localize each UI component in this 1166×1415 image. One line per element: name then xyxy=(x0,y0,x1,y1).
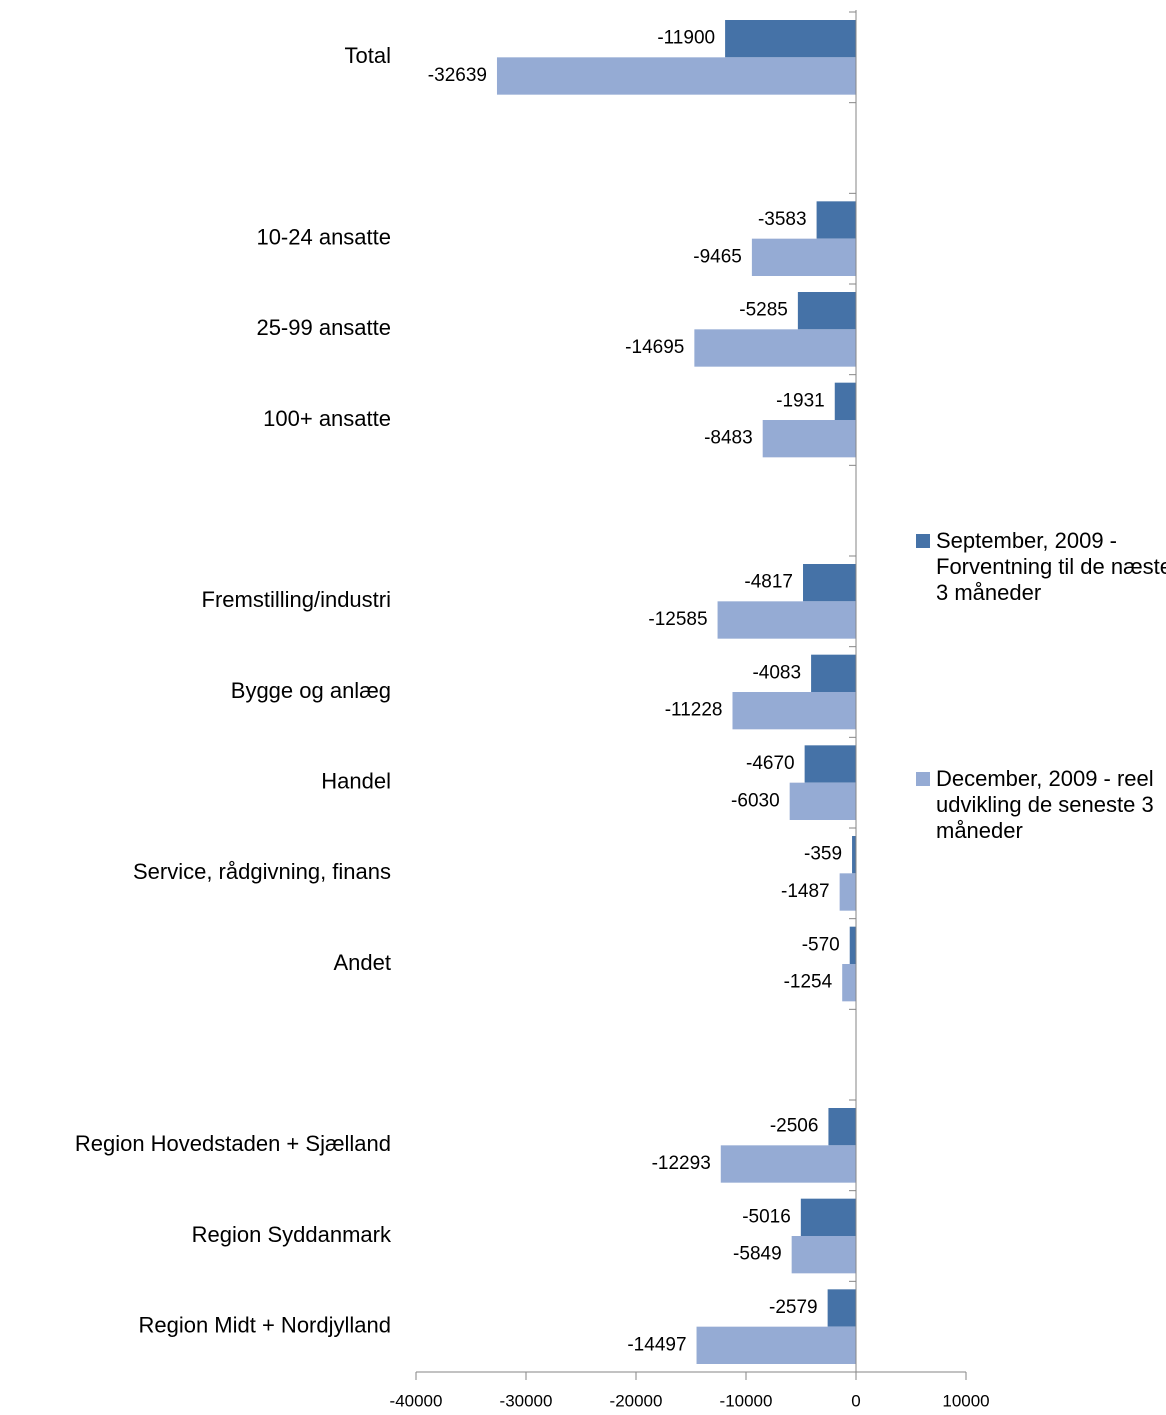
data-label: -359 xyxy=(804,844,842,865)
data-label: -12293 xyxy=(652,1153,711,1174)
y-tick-label: 10-24 ansatte xyxy=(256,224,391,249)
y-tick-label: Andet xyxy=(334,950,392,975)
data-label: -4083 xyxy=(752,662,801,683)
y-tick-label: Total xyxy=(345,43,391,68)
legend-label: September, 2009 - Forventning til de næs… xyxy=(936,528,1166,605)
data-label: -5849 xyxy=(733,1244,782,1265)
legend-swatch xyxy=(916,772,930,786)
y-tick-label: 100+ ansatte xyxy=(263,406,391,431)
bar xyxy=(762,420,856,458)
x-tick-label: 0 xyxy=(851,1391,860,1410)
data-label: -1931 xyxy=(776,390,825,411)
bar xyxy=(842,964,856,1002)
y-tick-label: Region Midt + Nordjylland xyxy=(138,1312,391,1337)
y-tick-label: 25-99 ansatte xyxy=(256,315,391,340)
x-tick-label: -40000 xyxy=(390,1391,443,1410)
bar xyxy=(751,238,856,276)
y-tick-label: Bygge og anlæg xyxy=(231,678,391,703)
bar xyxy=(839,873,856,911)
bar xyxy=(694,329,856,367)
bar xyxy=(797,292,856,330)
data-label: -8483 xyxy=(704,428,753,449)
data-label: -2506 xyxy=(770,1116,819,1137)
bar xyxy=(834,382,856,420)
legend-label: December, 2009 - reel udvikling de senes… xyxy=(936,766,1154,843)
bar xyxy=(732,692,856,730)
data-label: -11228 xyxy=(665,700,723,721)
legend-swatch xyxy=(916,534,930,548)
bar xyxy=(800,1198,856,1236)
bar xyxy=(720,1145,856,1183)
y-tick-label: Service, rådgivning, finans xyxy=(133,859,391,884)
x-tick-label: -30000 xyxy=(500,1391,553,1410)
data-label: -11900 xyxy=(657,28,715,49)
y-tick-label: Region Hovedstaden + Sjælland xyxy=(75,1131,391,1156)
bar xyxy=(696,1326,856,1364)
data-label: -9465 xyxy=(693,246,742,267)
bar xyxy=(496,57,856,95)
data-label: -3583 xyxy=(758,209,807,230)
data-label: -4817 xyxy=(744,572,793,593)
data-label: -5016 xyxy=(742,1206,791,1227)
data-label: -2579 xyxy=(769,1297,818,1318)
bar xyxy=(852,836,856,874)
data-label: -14497 xyxy=(627,1334,686,1355)
legend-item: September, 2009 - Forventning til de næs… xyxy=(916,528,1166,606)
y-tick-label: Region Syddanmark xyxy=(192,1222,392,1247)
data-label: -6030 xyxy=(731,790,780,811)
bar xyxy=(789,782,856,820)
bar xyxy=(804,745,856,783)
legend-item: December, 2009 - reel udvikling de senes… xyxy=(916,766,1166,844)
x-tick-label: 10000 xyxy=(942,1391,989,1410)
bar xyxy=(725,20,856,58)
data-label: -1487 xyxy=(781,881,830,902)
bar xyxy=(803,564,856,602)
bar xyxy=(828,1108,856,1146)
x-tick-label: -20000 xyxy=(610,1391,663,1410)
data-label: -32639 xyxy=(428,65,487,86)
bar xyxy=(816,201,856,239)
data-label: -12585 xyxy=(648,609,707,630)
bar xyxy=(791,1236,856,1274)
data-label: -14695 xyxy=(625,337,684,358)
y-tick-label: Fremstilling/industri xyxy=(202,587,392,612)
bar xyxy=(849,926,856,964)
data-label: -4670 xyxy=(746,753,795,774)
y-tick-label: Handel xyxy=(321,768,391,793)
x-tick-label: -10000 xyxy=(720,1391,773,1410)
data-label: -5285 xyxy=(739,300,788,321)
bar xyxy=(811,654,856,692)
data-label: -1254 xyxy=(784,972,833,993)
bar xyxy=(827,1289,856,1327)
bar xyxy=(717,601,856,639)
data-label: -570 xyxy=(802,934,840,955)
